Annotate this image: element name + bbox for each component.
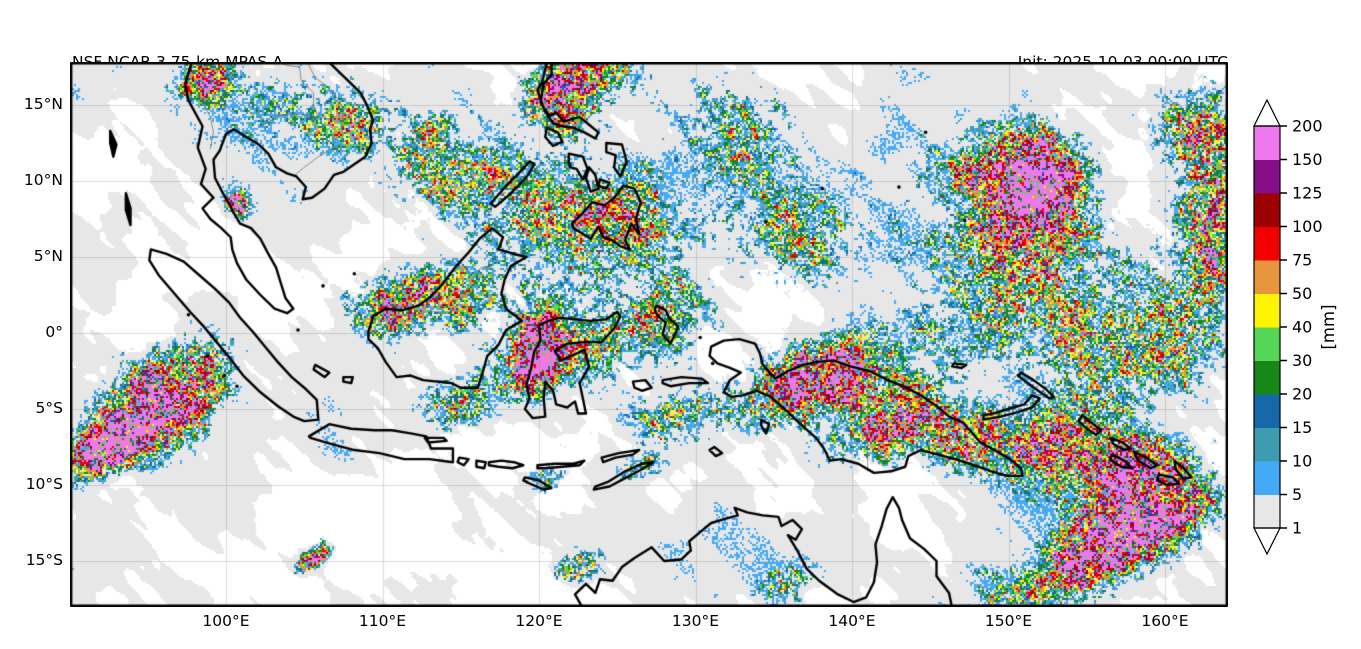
colorbar-tick-label: 40 xyxy=(1292,318,1312,337)
y-tick-label: 10°N xyxy=(23,171,63,189)
colorbar-tick-label: 1 xyxy=(1292,519,1302,538)
map-plot xyxy=(70,62,1228,607)
colorbar-tick-label: 5 xyxy=(1292,485,1302,504)
x-tick-label: 150°E xyxy=(984,612,1033,630)
y-tick-label: 5°S xyxy=(35,399,63,417)
colorbar-tick-label: 150 xyxy=(1292,150,1323,169)
x-tick-label: 100°E xyxy=(202,612,250,630)
x-tick-label: 120°E xyxy=(515,612,563,630)
colorbar-tick-label: 50 xyxy=(1292,284,1312,303)
x-tick-label: 110°E xyxy=(358,612,407,630)
x-tick-label: 140°E xyxy=(828,612,876,630)
x-tick-label: 160°E xyxy=(1141,612,1189,630)
y-tick-label: 15°S xyxy=(25,551,63,569)
colorbar-tick-label: 100 xyxy=(1292,217,1323,236)
precipitation-map-canvas xyxy=(70,62,1228,607)
colorbar-tick-label: 20 xyxy=(1292,385,1312,404)
x-tick-label: 130°E xyxy=(671,612,720,630)
y-tick-label: 15°N xyxy=(23,95,63,113)
y-tick-label: 0° xyxy=(45,323,63,341)
colorbar-tick-label: 125 xyxy=(1292,184,1323,203)
colorbar-tick-label: 10 xyxy=(1292,452,1312,471)
colorbar-tick-label: 75 xyxy=(1292,251,1312,270)
y-tick-label: 10°S xyxy=(25,475,63,493)
colorbar-unit-label: [mm] xyxy=(1319,304,1338,349)
colorbar-tick-label: 30 xyxy=(1292,351,1312,370)
y-tick-label: 5°N xyxy=(33,247,63,265)
colorbar-tick-label: 200 xyxy=(1292,117,1323,136)
colorbar-tick-label: 15 xyxy=(1292,418,1312,437)
